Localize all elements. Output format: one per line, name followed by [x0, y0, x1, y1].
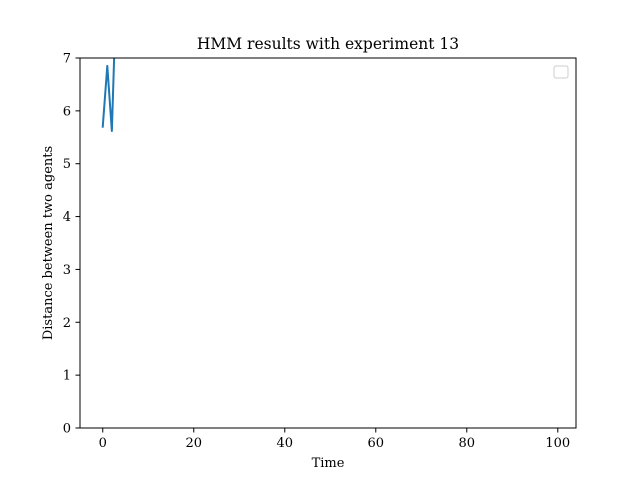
y-tick-label: 0 [63, 422, 71, 437]
chart-title: HMM results with experiment 13 [197, 35, 459, 53]
y-tick-label: 2 [63, 316, 71, 331]
x-axis: 0 20 40 60 80 100 [99, 428, 570, 451]
y-tick-label: 1 [63, 369, 71, 384]
y-tick-label: 3 [63, 263, 71, 278]
plot-area-frame [79, 57, 577, 429]
y-tick-label: 7 [63, 52, 71, 67]
y-axis: 0 1 2 3 4 5 6 7 [63, 52, 80, 437]
y-tick-label: 4 [63, 210, 71, 225]
x-tick-label: 80 [459, 436, 476, 451]
y-tick-label: 6 [63, 104, 71, 119]
x-axis-label: Time [312, 456, 345, 471]
x-tick-label: 40 [276, 436, 293, 451]
series-layer [101, 58, 116, 132]
x-tick-label: 0 [99, 436, 107, 451]
y-axis-label: Distance between two agents [41, 146, 56, 340]
x-tick-label: 20 [185, 436, 202, 451]
y-tick-label: 5 [63, 157, 71, 172]
series-line [101, 58, 116, 132]
x-tick-label: 100 [545, 436, 570, 451]
x-tick-label: 60 [368, 436, 385, 451]
legend-box [553, 65, 569, 79]
